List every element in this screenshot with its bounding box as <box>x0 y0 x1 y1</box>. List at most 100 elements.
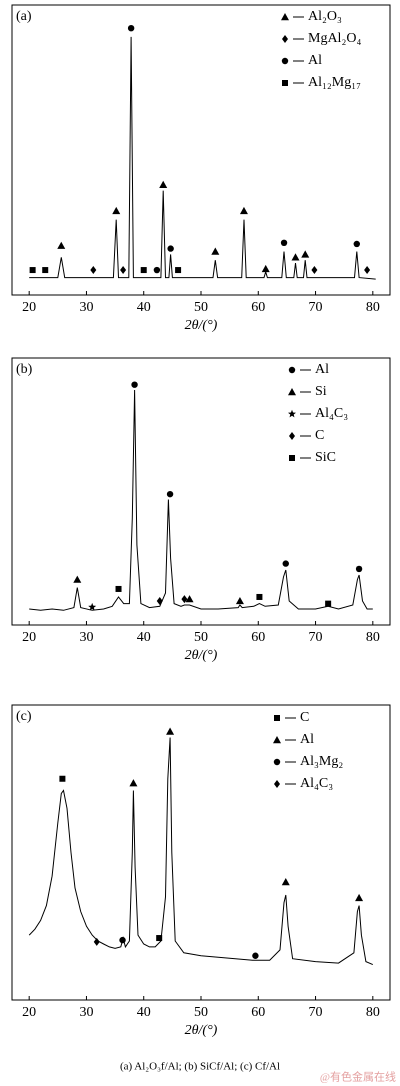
marker-circle <box>119 936 126 944</box>
marker-circle <box>131 381 138 388</box>
legend-label: Si <box>315 384 327 399</box>
x-tick-label: 70 <box>309 300 323 315</box>
x-tick-label: 60 <box>251 1005 265 1020</box>
x-tick-label: 60 <box>251 630 265 645</box>
marker-triangle <box>355 893 364 902</box>
marker-square <box>274 715 280 721</box>
marker-circle <box>166 490 174 498</box>
x-axis-label: 2θ/(°) <box>185 1023 218 1038</box>
marker-square <box>42 267 49 274</box>
marker-diamond <box>289 432 295 440</box>
x-tick-label: 30 <box>79 630 93 645</box>
x-tick-label: 20 <box>22 1005 36 1020</box>
marker-circle <box>281 57 289 65</box>
marker-triangle <box>281 13 289 21</box>
x-tick-label: 80 <box>366 300 380 315</box>
marker-triangle <box>281 878 290 886</box>
x-tick-label: 80 <box>366 1005 380 1020</box>
x-tick-label: 40 <box>137 300 151 315</box>
marker-triangle <box>301 250 310 258</box>
xrd-curve <box>29 389 373 611</box>
marker-diamond <box>364 266 371 275</box>
x-axis-label: 2θ/(°) <box>185 318 218 333</box>
legend-label: Al₁₂Mg₁₇ <box>308 75 361 90</box>
marker-circle <box>353 240 360 248</box>
marker-diamond <box>282 35 288 43</box>
marker-square <box>29 267 36 274</box>
marker-diamond <box>274 780 280 788</box>
x-tick-label: 50 <box>194 300 208 315</box>
marker-diamond <box>311 266 318 275</box>
x-tick-label: 70 <box>309 630 323 645</box>
marker-circle <box>252 952 259 959</box>
marker-star <box>288 409 296 418</box>
marker-square <box>140 267 147 274</box>
legend-label: Al₄C₃ <box>300 776 333 791</box>
x-tick-label: 30 <box>79 300 93 315</box>
marker-star <box>88 602 97 611</box>
marker-triangle <box>291 253 300 261</box>
marker-triangle <box>112 206 121 215</box>
marker-diamond <box>90 266 97 275</box>
plot-frame <box>11 4 391 296</box>
marker-square <box>282 80 288 86</box>
legend-label: C <box>315 428 324 443</box>
legend-label: Al₄C₃ <box>315 406 348 421</box>
marker-circle <box>288 366 296 374</box>
marker-triangle <box>73 575 82 583</box>
marker-triangle <box>288 388 296 396</box>
x-tick-label: 40 <box>137 630 151 645</box>
marker-square <box>256 593 263 600</box>
legend-label: C <box>300 710 309 725</box>
x-tick-label: 80 <box>366 630 380 645</box>
legend-label: Al₂O₃ <box>308 9 342 24</box>
legend-label: MgAl₂O₄ <box>308 31 361 46</box>
marker-circle <box>280 239 288 246</box>
marker-circle <box>127 25 135 32</box>
plot-frame <box>11 357 391 626</box>
legend-label: SiC <box>315 450 336 465</box>
marker-square <box>289 455 295 461</box>
marker-circle <box>282 560 289 567</box>
marker-triangle <box>129 779 138 787</box>
legend-label: Al <box>300 732 314 747</box>
marker-circle <box>273 758 281 766</box>
marker-diamond <box>120 266 127 275</box>
marker-triangle <box>166 727 175 735</box>
panel-label: (c) <box>16 709 32 724</box>
xrd-curve <box>28 737 373 966</box>
legend-label: Al₃Mg₂ <box>300 754 343 769</box>
marker-triangle <box>261 264 270 273</box>
marker-triangle <box>273 736 281 744</box>
x-tick-label: 20 <box>22 300 36 315</box>
marker-triangle <box>159 180 168 188</box>
panel-label: (a) <box>16 9 32 24</box>
marker-circle <box>153 266 161 274</box>
caption: (a) Al₂O₃f/Al; (b) SiCf/Al; (c) Cf/Al <box>120 1061 280 1073</box>
marker-diamond <box>93 937 100 946</box>
x-tick-label: 50 <box>194 630 208 645</box>
marker-triangle <box>57 241 66 249</box>
x-tick-label: 50 <box>194 1005 208 1020</box>
marker-square <box>59 775 66 782</box>
xrd-curve <box>29 36 376 280</box>
marker-diamond <box>156 596 163 605</box>
x-tick-label: 20 <box>22 630 36 645</box>
marker-triangle <box>185 595 194 603</box>
marker-circle <box>167 245 174 252</box>
marker-square <box>115 585 122 592</box>
panel-label: (b) <box>16 362 33 377</box>
marker-square <box>156 935 163 942</box>
marker-triangle <box>235 596 244 605</box>
legend-label: Al <box>308 53 322 68</box>
marker-square <box>175 267 182 274</box>
marker-square <box>325 600 332 607</box>
x-tick-label: 60 <box>251 300 265 315</box>
x-tick-label: 70 <box>309 1005 323 1020</box>
marker-triangle <box>239 206 248 215</box>
x-axis-label: 2θ/(°) <box>185 648 218 663</box>
marker-triangle <box>211 247 220 255</box>
x-tick-label: 30 <box>79 1005 93 1020</box>
x-tick-label: 40 <box>137 1005 151 1020</box>
